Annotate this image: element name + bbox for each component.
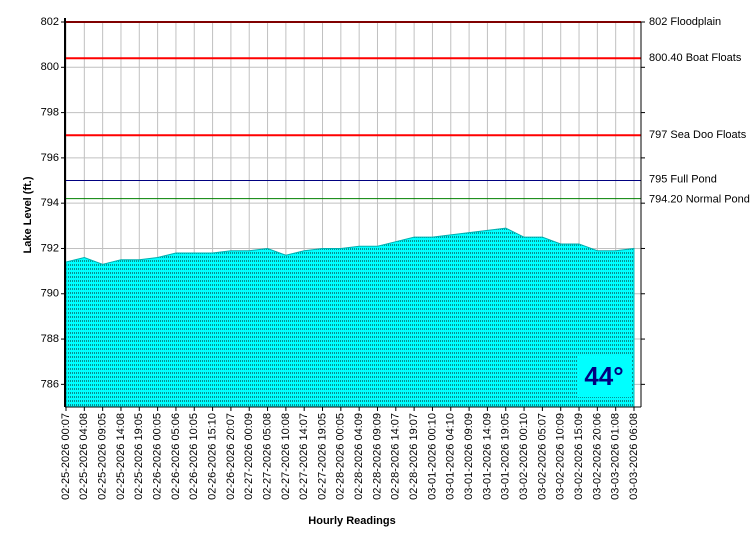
x-tick-label: 03-01-2026 00:10 (426, 413, 438, 500)
x-tick-label: 02-26-2026 00:05 (152, 413, 164, 500)
y-tick-label: 802 (41, 16, 59, 28)
y-tick-label: 798 (41, 106, 59, 118)
area (65, 227, 635, 408)
x-tick-label: 03-02-2026 10:09 (555, 413, 567, 500)
x-tick-label: 02-27-2026 00:09 (243, 413, 255, 500)
x-tick-label: 02-28-2026 04:09 (353, 413, 365, 500)
y-tick-label: 790 (41, 288, 59, 300)
reference-label: 802 Floodplain (649, 16, 721, 28)
x-tick-label: 02-26-2026 20:07 (225, 413, 237, 500)
reference-label: 800.40 Boat Floats (649, 52, 742, 64)
temperature: 44° (584, 361, 623, 391)
x-tick-label: 03-03-2026 06:08 (628, 413, 640, 500)
x-tick-label: 02-25-2026 09:05 (97, 413, 109, 500)
x-tick-label: 03-02-2026 05:07 (536, 413, 548, 500)
y-tick-label: 796 (41, 152, 59, 164)
x-tick-label: 02-27-2026 10:08 (280, 413, 292, 500)
y-tick-label: 794 (41, 197, 59, 209)
x-tick-label: 02-28-2026 19:07 (408, 413, 420, 500)
x-tick-label: 02-25-2026 14:08 (115, 413, 127, 500)
x-tick-label: 02-28-2026 09:09 (371, 413, 383, 500)
x-tick-label: 03-01-2026 09:09 (463, 413, 475, 500)
x-axis-label: Hourly Readings (308, 515, 395, 527)
reference-label: 795 Full Pond (649, 173, 717, 185)
x-tick-label: 03-01-2026 19:05 (500, 413, 512, 500)
x-tick-label: 03-02-2026 15:09 (573, 413, 585, 500)
x-tick-label: 03-01-2026 14:09 (481, 413, 493, 500)
x-tick-label: 02-26-2026 05:06 (170, 413, 182, 500)
x-tick-label: 02-27-2026 05:08 (261, 413, 273, 500)
x-tick-label: 02-26-2026 10:05 (188, 413, 200, 500)
x-tick-label: 02-28-2026 00:05 (335, 413, 347, 500)
x-tick-label: 02-27-2026 14:07 (298, 413, 310, 500)
temperature-box (577, 355, 632, 397)
x-tick-label: 03-01-2026 04:10 (445, 413, 457, 500)
x-tick-label: 03-02-2026 20:06 (591, 413, 603, 500)
y-tick-label: 788 (41, 333, 59, 345)
x-tick-label: 02-25-2026 04:08 (78, 413, 90, 500)
y-tick-label: 786 (41, 378, 59, 390)
x-tick-label: 02-25-2026 19:05 (133, 413, 145, 500)
x-tick-label: 03-02-2026 00:10 (518, 413, 530, 500)
x-tick-label: 02-25-2026 00:07 (60, 413, 72, 500)
reference-label: 797 Sea Doo Floats (649, 129, 747, 141)
x-tick-label: 03-03-2026 01:08 (610, 413, 622, 500)
y-tick-label: 792 (41, 242, 59, 254)
x-tick-label: 02-28-2026 14:07 (390, 413, 402, 500)
y-axis-label: Lake Level (ft.) (22, 176, 34, 253)
x-tick-label: 02-26-2026 15:10 (206, 413, 218, 500)
y-tick-label: 800 (41, 61, 59, 73)
x-tick-label: 02-27-2026 19:05 (316, 413, 328, 500)
reference-label: 794.20 Normal Pond (649, 194, 750, 206)
